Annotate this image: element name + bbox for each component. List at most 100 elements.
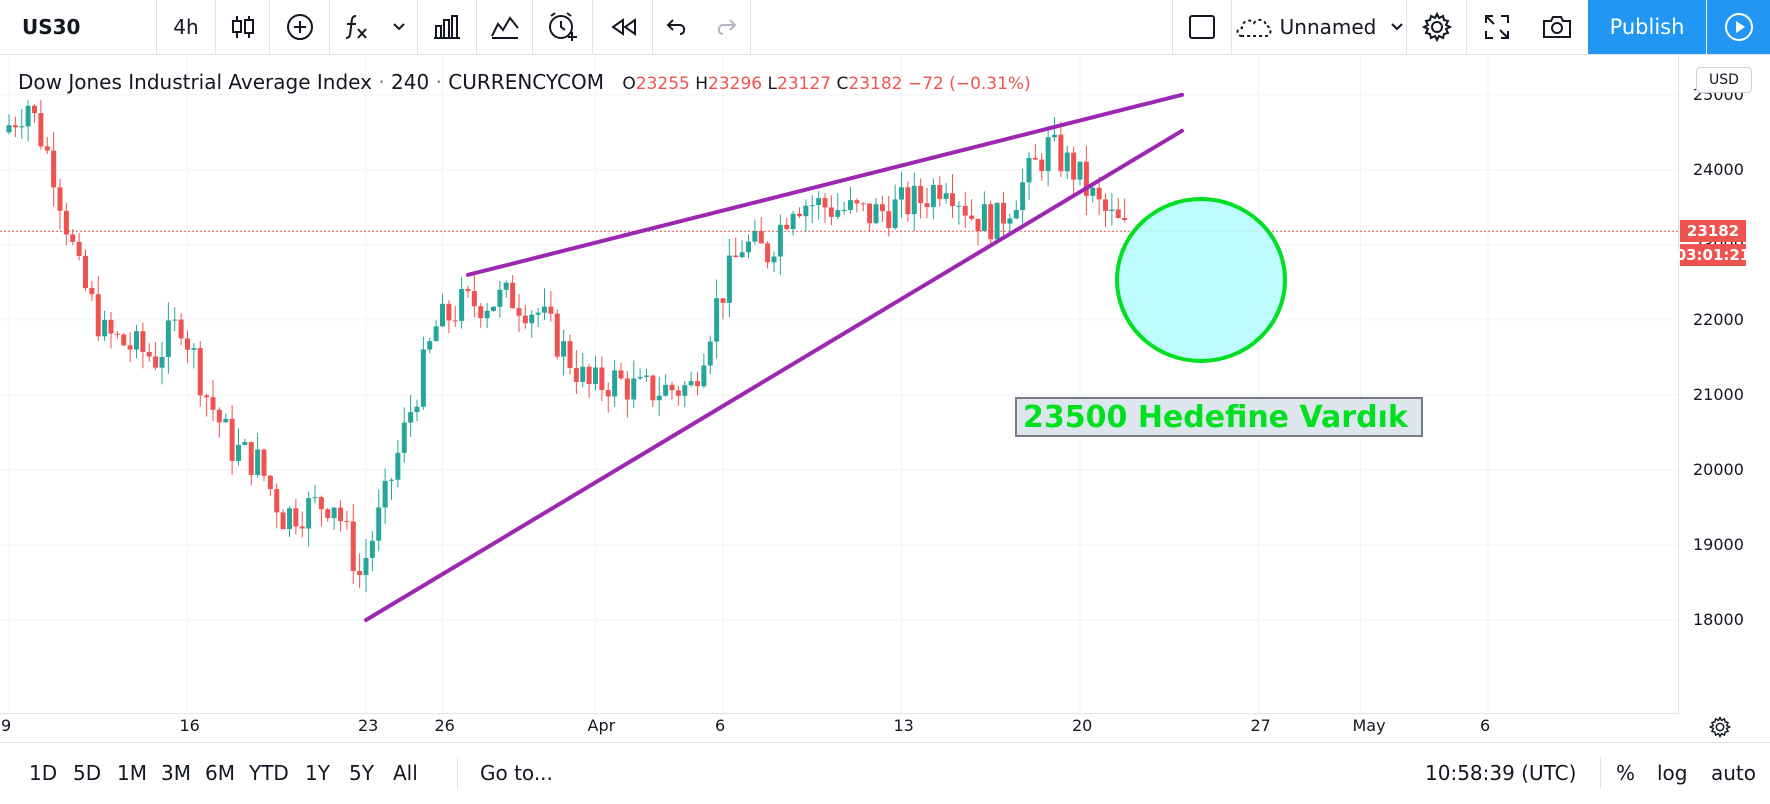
candle-body xyxy=(331,507,337,519)
settings-button[interactable] xyxy=(1407,0,1467,54)
log-toggle[interactable]: log xyxy=(1657,761,1688,785)
price-tick: 21000 xyxy=(1693,384,1744,404)
cloud-icon xyxy=(1236,18,1272,37)
add-indicator-icon xyxy=(286,14,313,40)
chart-type-button[interactable] xyxy=(216,0,270,54)
currency-chip[interactable]: USD xyxy=(1696,67,1752,93)
save-layout-button[interactable]: Unnamed xyxy=(1232,0,1407,54)
highlight-circle[interactable] xyxy=(1115,197,1287,363)
price-tick: 19000 xyxy=(1693,534,1744,554)
candle-body xyxy=(83,255,88,289)
play-icon xyxy=(1724,13,1753,41)
candle-body xyxy=(51,150,57,188)
candle-body xyxy=(261,449,267,476)
interval-button[interactable]: 4h xyxy=(157,0,216,54)
price-axis[interactable]: 2500024000230002200021000200001900018000… xyxy=(1675,55,1770,713)
candle-body xyxy=(318,497,324,510)
candle-body xyxy=(548,306,554,314)
candle-body xyxy=(216,409,222,423)
candle-body xyxy=(459,288,465,321)
candle-body xyxy=(1064,152,1070,172)
candles-layer xyxy=(6,99,1128,593)
legend-high: 23296 xyxy=(708,74,763,94)
interval-label: 4h xyxy=(173,15,199,39)
redo-button[interactable] xyxy=(701,0,751,54)
candle-body xyxy=(873,204,879,224)
range-button[interactable]: 1Y xyxy=(305,761,330,785)
auto-toggle[interactable]: auto xyxy=(1711,761,1757,785)
candle-body xyxy=(618,370,624,379)
legend-low-label: L xyxy=(767,74,778,94)
indicators-button[interactable] xyxy=(330,0,380,54)
candle-body xyxy=(95,294,101,337)
candle-body xyxy=(408,412,414,423)
rectangle-icon xyxy=(1189,15,1215,39)
alert-button[interactable] xyxy=(533,0,593,54)
top-toolbar: US30 4h Unnamed xyxy=(0,0,1770,55)
candle-body xyxy=(191,348,197,350)
snapshot-button[interactable] xyxy=(1527,0,1587,54)
add-indicator-button[interactable] xyxy=(270,0,330,54)
range-button[interactable]: 3M xyxy=(161,761,191,785)
candle-body xyxy=(446,303,452,321)
candle-body xyxy=(784,224,790,229)
candle-body xyxy=(427,341,433,350)
candle-body xyxy=(248,442,254,476)
range-button[interactable]: YTD xyxy=(249,761,289,785)
publish-button[interactable]: Publish xyxy=(1588,0,1706,54)
candle-body xyxy=(1071,152,1077,180)
candle-body xyxy=(516,308,522,316)
chevron-down-icon xyxy=(1391,23,1404,31)
fullscreen-button[interactable] xyxy=(1467,0,1527,54)
range-button[interactable]: 5D xyxy=(73,761,102,785)
layout-button[interactable] xyxy=(1172,0,1232,54)
candle-body xyxy=(6,125,12,133)
candle-body xyxy=(656,395,662,401)
range-button[interactable]: 5Y xyxy=(349,761,374,785)
candle-body xyxy=(1020,182,1026,211)
candle-body xyxy=(937,185,943,199)
range-button[interactable]: 6M xyxy=(205,761,235,785)
candle-body xyxy=(255,449,261,476)
legend-change: −72 (−0.31%) xyxy=(907,74,1031,94)
gear-icon xyxy=(1709,716,1731,738)
candle-body xyxy=(223,418,229,423)
financials-button[interactable] xyxy=(418,0,477,54)
candle-body xyxy=(605,390,611,397)
candle-body xyxy=(612,370,618,397)
goto-button[interactable]: Go to... xyxy=(480,761,553,785)
chart-canvas[interactable] xyxy=(0,55,1678,713)
time-axis[interactable]: 9 16 23 26 Apr 6 13 20 27 May 6 xyxy=(0,713,1678,742)
candle-body xyxy=(879,204,885,212)
clock-label[interactable]: 10:58:39 (UTC) xyxy=(1425,761,1577,785)
replay-button[interactable] xyxy=(593,0,653,54)
candle-body xyxy=(344,521,350,523)
compare-button[interactable] xyxy=(477,0,533,54)
bar-countdown-label: 03:01:21 xyxy=(1675,244,1751,267)
candle-body xyxy=(956,205,962,207)
candle-body xyxy=(369,540,375,558)
candle-body xyxy=(274,489,280,513)
play-button[interactable] xyxy=(1707,0,1770,54)
symbol-search-button[interactable]: US30 xyxy=(0,0,157,54)
currency-label: USD xyxy=(1709,72,1739,88)
candle-body xyxy=(102,319,108,337)
percent-toggle[interactable]: % xyxy=(1616,761,1636,785)
range-button[interactable]: All xyxy=(393,761,418,785)
indicators-dropdown[interactable] xyxy=(380,0,418,54)
candle-body xyxy=(1052,134,1057,138)
candle-body xyxy=(165,320,171,357)
undo-button[interactable] xyxy=(653,0,701,54)
candle-body xyxy=(293,508,299,527)
text-annotation[interactable]: 23500 Hedefine Vardık xyxy=(1015,397,1423,437)
candle-body xyxy=(797,213,802,217)
range-button[interactable]: 1D xyxy=(29,761,58,785)
time-tick: 6 xyxy=(715,716,726,735)
candle-body xyxy=(38,113,44,147)
axis-settings-button[interactable] xyxy=(1700,713,1740,741)
legend-open: 23255 xyxy=(635,74,690,94)
candle-body xyxy=(918,185,924,204)
range-button[interactable]: 1M xyxy=(117,761,147,785)
candle-body xyxy=(905,187,911,215)
candle-body xyxy=(841,209,847,211)
